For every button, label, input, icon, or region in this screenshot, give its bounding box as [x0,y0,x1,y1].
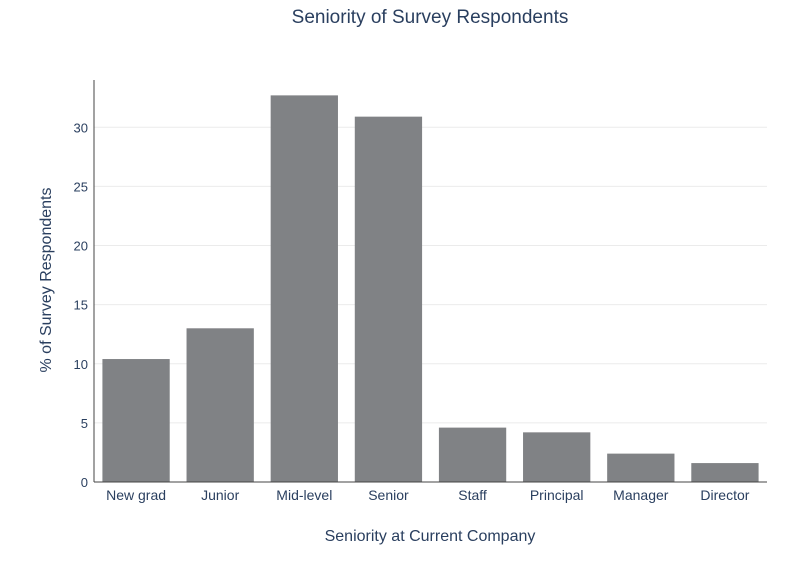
x-tick-label: New grad [106,487,166,503]
y-axis-label: % of Survey Respondents [38,188,55,373]
bar [186,328,254,482]
y-tick-label: 15 [74,298,88,313]
y-tick-label: 0 [81,475,88,490]
bar [438,427,507,482]
bar [102,359,170,482]
y-tick-label: 20 [74,239,88,254]
chart-title: Seniority of Survey Respondents [292,7,569,28]
y-tick-label: 30 [74,120,88,135]
x-tick-label: Manager [613,487,669,503]
y-tick-label: 10 [74,357,88,372]
x-tick-label: Director [700,487,749,503]
x-tick-label: Mid-level [276,487,332,503]
bar [270,95,338,482]
x-axis-ticks: New grad Junior Mid-level Senior Staff Princi… [106,487,750,503]
bar [607,453,675,482]
x-axis-label: Seniority at Current Company [325,528,536,545]
y-axis-ticks: 0 5 10 15 20 25 30 [74,120,88,490]
bar [354,116,423,482]
x-tick-label: Senior [368,487,409,503]
x-tick-label: Staff [458,487,487,503]
x-tick-label: Principal [530,487,584,503]
y-tick-label: 25 [74,179,88,194]
bar [691,463,759,482]
bar [523,432,591,482]
x-tick-label: Junior [201,487,239,503]
bars [102,95,759,482]
y-tick-label: 5 [81,416,88,431]
